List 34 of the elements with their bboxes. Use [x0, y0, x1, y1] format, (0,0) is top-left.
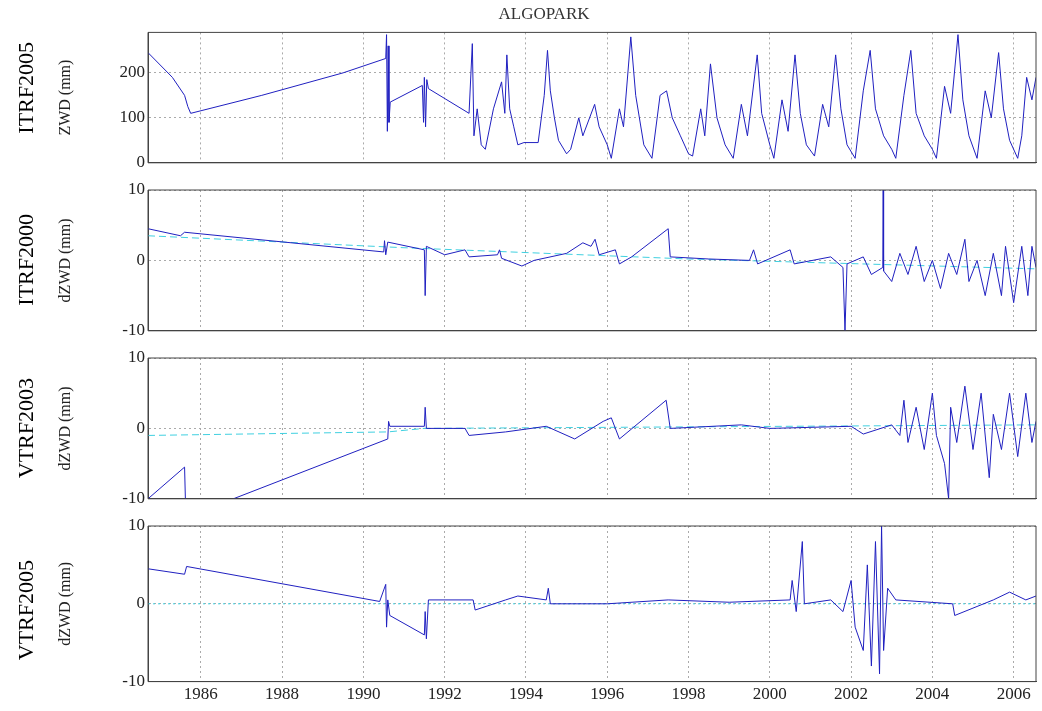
x-tick-label: 1994	[508, 684, 544, 704]
x-tick-label: 1986	[183, 684, 218, 704]
text: VTRF2005	[13, 559, 39, 661]
x-tick-label: 2002	[834, 684, 869, 704]
y-axis-title: dZWD (mm)	[55, 218, 74, 303]
text: VTRF2003	[13, 377, 39, 479]
line-series	[148, 424, 1036, 436]
x-tick-label: 1998	[671, 684, 706, 704]
y-tick-label: -10	[122, 488, 145, 508]
y-tick-label: 0	[136, 417, 145, 437]
x-tick-label: 2000	[752, 684, 787, 704]
x-tick-label: 1990	[346, 684, 381, 704]
y-tick-label: 10	[128, 515, 145, 535]
y-axis-title: dZWD (mm)	[55, 561, 74, 646]
y-tick-label: 10	[128, 179, 145, 199]
y-tick-label: 0	[136, 593, 145, 613]
x-tick-label: 1996	[590, 684, 625, 704]
y-tick-label: 200	[119, 62, 145, 82]
line-series	[148, 235, 1036, 270]
y-axis-title: dZWD (mm)	[55, 386, 74, 471]
chart-title: ALGOPARK	[498, 3, 591, 23]
text: ITRF2000	[13, 214, 39, 306]
y-tick-label: 0	[136, 249, 145, 269]
y-axis-title: ZWD (mm)	[55, 59, 74, 136]
y-tick-label: 10	[128, 347, 145, 367]
x-tick-label: 1988	[265, 684, 300, 704]
y-tick-label: 100	[119, 107, 145, 127]
y-tick-label: -10	[122, 671, 145, 691]
x-tick-label: 1992	[427, 684, 462, 704]
y-tick-label: 0	[136, 152, 145, 172]
text: ITRF2005	[13, 42, 39, 134]
x-tick-label: 2006	[996, 684, 1031, 704]
x-tick-label: 2004	[915, 684, 950, 704]
y-tick-label: -10	[122, 320, 145, 340]
